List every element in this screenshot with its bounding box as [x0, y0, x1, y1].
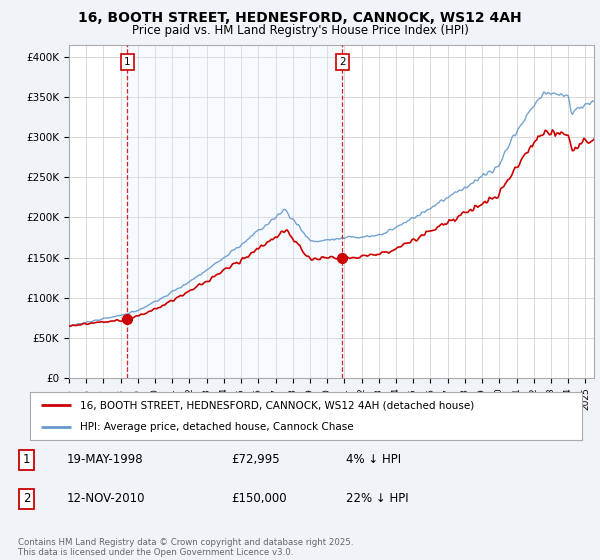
Text: £72,995: £72,995: [231, 453, 280, 466]
Text: 12-NOV-2010: 12-NOV-2010: [67, 492, 145, 505]
Text: 2: 2: [339, 57, 346, 67]
Text: 19-MAY-1998: 19-MAY-1998: [67, 453, 143, 466]
Text: 2: 2: [23, 492, 30, 505]
Bar: [127, 45, 342, 378]
Text: HPI: Average price, detached house, Cannock Chase: HPI: Average price, detached house, Cann…: [80, 422, 353, 432]
Text: 16, BOOTH STREET, HEDNESFORD, CANNOCK, WS12 4AH: 16, BOOTH STREET, HEDNESFORD, CANNOCK, W…: [78, 11, 522, 25]
Text: £150,000: £150,000: [231, 492, 287, 505]
Text: Contains HM Land Registry data © Crown copyright and database right 2025.
This d: Contains HM Land Registry data © Crown c…: [18, 538, 353, 557]
Text: 22% ↓ HPI: 22% ↓ HPI: [346, 492, 409, 505]
Text: 4% ↓ HPI: 4% ↓ HPI: [346, 453, 401, 466]
Text: Price paid vs. HM Land Registry's House Price Index (HPI): Price paid vs. HM Land Registry's House …: [131, 24, 469, 36]
Text: 1: 1: [124, 57, 130, 67]
Text: 16, BOOTH STREET, HEDNESFORD, CANNOCK, WS12 4AH (detached house): 16, BOOTH STREET, HEDNESFORD, CANNOCK, W…: [80, 400, 474, 410]
Text: 1: 1: [23, 453, 30, 466]
